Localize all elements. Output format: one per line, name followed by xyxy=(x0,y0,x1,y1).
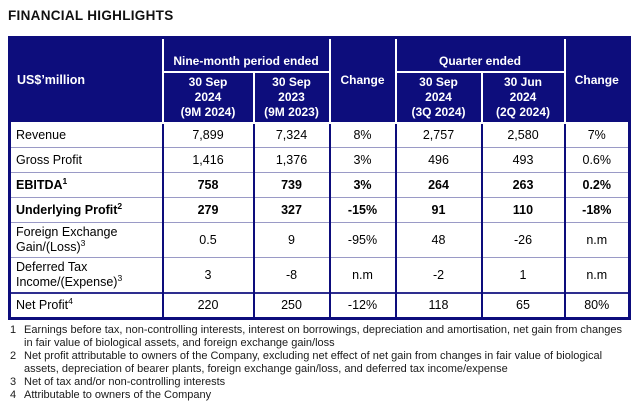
value-cell: -26 xyxy=(480,222,566,258)
footnote: 1 Earnings before tax, non-controlling in… xyxy=(8,324,630,350)
footnote: 2 Net profit attributable to owners of th… xyxy=(8,350,630,376)
row-label: Revenue xyxy=(8,122,164,148)
value-cell: -95% xyxy=(328,222,397,258)
value-cell: 65 xyxy=(480,292,566,319)
col-header-9m-2023: 30 Sep 2023 (9M 2023) xyxy=(252,70,331,124)
group-header-nine-month: Nine-month period ended xyxy=(161,36,331,73)
row-label: Net Profit4 xyxy=(8,292,164,319)
financial-highlights-table: US$’million Nine-month period ended Chan… xyxy=(8,36,631,320)
group-header-quarter: Quarter ended xyxy=(394,36,566,73)
value-cell: n.m xyxy=(328,257,397,294)
value-cell: 9 xyxy=(252,222,331,258)
value-cell: 739 xyxy=(252,172,331,198)
col-header-2q-2024: 30 Jun 2024 (2Q 2024) xyxy=(480,70,566,124)
value-cell: 8% xyxy=(328,122,397,148)
value-cell: 279 xyxy=(161,197,255,223)
value-cell: -12% xyxy=(328,292,397,319)
table-row: Foreign Exchange Gain/(Loss)3 0.5 9 -95% 48-… xyxy=(8,222,631,258)
value-cell: 327 xyxy=(252,197,331,223)
value-cell: 2,580 xyxy=(480,122,566,148)
period-line: 2023 xyxy=(278,89,305,104)
period-line: 30 Jun xyxy=(503,74,542,89)
value-cell: n.m xyxy=(563,222,631,258)
footnote: 4 Attributable to owners of the Company xyxy=(8,389,630,402)
table-header: US$’million Nine-month period ended Chan… xyxy=(8,36,631,124)
footnote-text: Attributable to owners of the Company xyxy=(24,388,212,401)
header-period-row: 30 Sep 2024 (9M 2024) 30 Sep 2023 (9M 20… xyxy=(10,70,630,124)
value-cell: 1,416 xyxy=(161,147,255,173)
period-line: 2024 xyxy=(425,89,452,104)
value-cell: 250 xyxy=(252,292,331,319)
header-group-row: US$’million Nine-month period ended Chan… xyxy=(8,36,631,124)
period-line: (2Q 2024) xyxy=(495,104,551,119)
value-cell: 496 xyxy=(394,147,483,173)
footnote-number: 4 xyxy=(10,388,17,401)
table-row: Deferred Tax Income/(Expense)3 3 -8 n.m -2 1 n… xyxy=(8,257,631,294)
period-line: (9M 2024) xyxy=(180,104,236,119)
value-cell: 1 xyxy=(480,257,566,294)
table-row: EBITDA1 758 739 3% 264 263 0.2% xyxy=(8,172,631,198)
footnote-number: 3 xyxy=(10,375,17,388)
value-cell: 3% xyxy=(328,172,397,198)
value-cell: -2 xyxy=(394,257,483,294)
value-cell: -15% xyxy=(328,197,397,223)
value-cell: 0.2% xyxy=(563,172,631,198)
change-header-nine-month: Change xyxy=(328,36,397,124)
change-header-quarter: Change xyxy=(563,36,631,124)
period-line: (9M 2023) xyxy=(264,104,319,119)
value-cell: n.m xyxy=(563,257,631,294)
table-row: Underlying Profit2 279 327 -15% 91 110 -18% xyxy=(8,197,631,223)
value-cell: 264 xyxy=(394,172,483,198)
value-cell: 2,757 xyxy=(394,122,483,148)
row-label: EBITDA1 xyxy=(8,172,164,198)
value-cell: 80% xyxy=(563,292,631,319)
footnotes: 1 Earnings before tax, non-controlling in… xyxy=(8,324,630,402)
value-cell: 91 xyxy=(394,197,483,223)
value-cell: 493 xyxy=(480,147,566,173)
table-row: Gross Profit 1,416 1,376 3% 496 493 0.6% xyxy=(8,147,631,173)
footnote: 3 Net of tax and/or non-controlling inter… xyxy=(8,376,630,389)
period-line: 2024 xyxy=(509,89,537,104)
value-cell: 48 xyxy=(394,222,483,258)
row-label: Deferred Tax Income/(Expense)3 xyxy=(8,257,164,294)
page-title: FINANCIAL HIGHLIGHTS xyxy=(8,8,174,23)
value-cell: -8 xyxy=(252,257,331,294)
value-cell: 110 xyxy=(480,197,566,223)
value-cell: 7,899 xyxy=(161,122,255,148)
value-cell: 1,376 xyxy=(252,147,331,173)
unit-label-header: US$’million xyxy=(8,36,164,124)
col-header-3q-2024: 30 Sep 2024 (3Q 2024) xyxy=(394,70,483,124)
row-label: Underlying Profit2 xyxy=(8,197,164,223)
value-cell: 263 xyxy=(480,172,566,198)
row-label: Gross Profit xyxy=(8,147,164,173)
value-cell: 7% xyxy=(563,122,631,148)
value-cell: 220 xyxy=(161,292,255,319)
period-line: 30 Sep xyxy=(419,74,458,89)
value-cell: 758 xyxy=(161,172,255,198)
table-row: Net Profit4 220 250 -12% 118 65 80% xyxy=(8,292,631,319)
value-cell: 0.5 xyxy=(161,222,255,258)
period-line: 30 Sep xyxy=(188,74,228,89)
value-cell: 118 xyxy=(394,292,483,319)
footnote-text: Earnings before tax, non-controlling int… xyxy=(24,323,623,349)
table-row: Revenue 7,899 7,324 8% 2,757 2,580 7% xyxy=(8,122,631,148)
period-line: (3Q 2024) xyxy=(411,104,466,119)
table-body: Revenue 7,899 7,324 8% 2,757 2,580 7% Gross Pro… xyxy=(8,122,631,319)
value-cell: 3% xyxy=(328,147,397,173)
footnote-number: 2 xyxy=(10,349,17,362)
value-cell: 7,324 xyxy=(252,122,331,148)
row-label: Foreign Exchange Gain/(Loss)3 xyxy=(8,222,164,258)
col-header-9m-2024: 30 Sep 2024 (9M 2024) xyxy=(161,70,255,124)
period-line: 30 Sep xyxy=(272,74,311,89)
footnote-text: Net of tax and/or non-controlling intere… xyxy=(24,375,226,388)
value-cell: -18% xyxy=(563,197,631,223)
period-line: 2024 xyxy=(194,89,222,104)
footnote-text: Net profit attributable to owners of the… xyxy=(24,349,603,375)
value-cell: 3 xyxy=(161,257,255,294)
footnote-number: 1 xyxy=(10,323,17,336)
value-cell: 0.6% xyxy=(563,147,631,173)
